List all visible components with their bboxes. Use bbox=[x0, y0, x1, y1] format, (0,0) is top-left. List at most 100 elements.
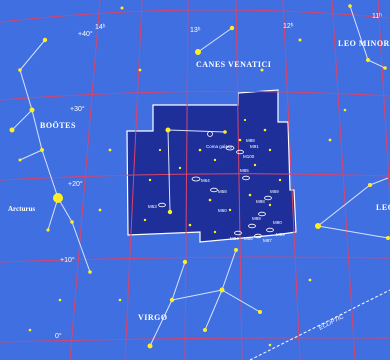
ra-line-12a bbox=[235, 0, 243, 360]
star bbox=[348, 4, 352, 8]
star bbox=[383, 66, 387, 70]
star bbox=[42, 37, 48, 43]
star bbox=[58, 298, 62, 302]
star bbox=[118, 298, 122, 302]
star bbox=[165, 127, 171, 133]
galaxy-marker bbox=[225, 145, 235, 151]
star bbox=[229, 25, 235, 31]
star bbox=[258, 310, 262, 314]
star bbox=[268, 148, 272, 152]
star bbox=[368, 183, 372, 187]
star-arcturus bbox=[53, 193, 63, 203]
dec-line-40 bbox=[0, 9, 390, 23]
galaxy-marker bbox=[236, 149, 244, 155]
star bbox=[213, 230, 217, 234]
galaxy-marker bbox=[210, 187, 218, 193]
ra-label-13: 13ʰ bbox=[190, 27, 201, 34]
object-label: M100 bbox=[243, 154, 255, 159]
dec-label-30: +30° bbox=[70, 105, 85, 113]
star bbox=[147, 343, 153, 349]
star bbox=[148, 178, 152, 182]
galaxy-marker bbox=[254, 233, 262, 239]
star bbox=[328, 138, 332, 142]
star bbox=[315, 223, 321, 229]
star bbox=[143, 218, 147, 222]
star bbox=[386, 236, 390, 240]
star bbox=[178, 166, 182, 170]
star bbox=[260, 68, 264, 72]
dec-label-20: +20° bbox=[68, 180, 83, 188]
galaxy-marker bbox=[234, 230, 242, 236]
ra-line-13 bbox=[184, 0, 189, 360]
galaxy-marker bbox=[158, 202, 166, 208]
star bbox=[18, 68, 22, 72]
star bbox=[308, 278, 312, 282]
object-label: M84 bbox=[230, 236, 239, 241]
star bbox=[18, 158, 22, 162]
star bbox=[70, 220, 74, 224]
star bbox=[138, 68, 142, 72]
object-label: M64 bbox=[201, 178, 210, 183]
object-label: M86 bbox=[244, 236, 253, 241]
star bbox=[28, 328, 32, 332]
star bbox=[268, 203, 272, 207]
object-label: Coma galaxy bbox=[206, 144, 233, 149]
object-label: M53 bbox=[148, 204, 157, 209]
galaxy-marker bbox=[242, 175, 250, 181]
object-label: M91 bbox=[250, 144, 259, 149]
object-label: M85 bbox=[240, 168, 249, 173]
galaxy-marker bbox=[266, 227, 274, 233]
star bbox=[343, 108, 347, 112]
star bbox=[243, 118, 247, 122]
star bbox=[253, 163, 257, 167]
star bbox=[278, 178, 282, 182]
constellation-bootes: BOÖTES bbox=[40, 121, 76, 130]
ra-label-14: 14ʰ bbox=[95, 24, 106, 31]
star bbox=[98, 208, 102, 212]
constellation-leo-minor: LEO MINOR bbox=[338, 39, 390, 48]
star bbox=[263, 128, 267, 132]
star bbox=[203, 328, 207, 332]
ra-line-13a bbox=[124, 0, 143, 360]
stars bbox=[9, 4, 390, 349]
dec-line-20 bbox=[0, 173, 390, 181]
dec-label-10: +10° bbox=[60, 256, 75, 264]
star bbox=[298, 38, 302, 42]
star bbox=[88, 270, 92, 274]
star bbox=[234, 248, 238, 252]
ra-line-11a bbox=[331, 0, 356, 360]
star bbox=[120, 6, 124, 10]
cluster-marker bbox=[207, 131, 213, 137]
galaxy-marker bbox=[248, 223, 256, 229]
ra-grid bbox=[69, 0, 390, 360]
object-label: M87 bbox=[263, 238, 272, 243]
star bbox=[268, 343, 272, 347]
cvn-figure bbox=[197, 27, 233, 53]
star bbox=[40, 148, 44, 152]
object-label: M60 bbox=[218, 208, 227, 213]
deep-sky-objects bbox=[158, 131, 274, 239]
object-label: M58 bbox=[218, 189, 227, 194]
object-label: M98 bbox=[256, 199, 265, 204]
object-label: M90 bbox=[273, 220, 282, 225]
star-label-arcturus: Arcturus bbox=[8, 205, 35, 213]
ecliptic-line bbox=[249, 289, 390, 360]
constellation-virgo: VIRGO bbox=[138, 313, 168, 322]
star bbox=[188, 223, 192, 227]
dec-label-0: 0° bbox=[55, 332, 62, 340]
star bbox=[208, 198, 212, 202]
star bbox=[29, 107, 35, 113]
star bbox=[167, 209, 173, 215]
star bbox=[9, 127, 15, 133]
star bbox=[213, 158, 217, 162]
galaxy-marker bbox=[191, 176, 201, 182]
object-label: M59 bbox=[270, 189, 279, 194]
constellation-canes-venatici: CANES VENATICI bbox=[196, 60, 271, 69]
star bbox=[366, 58, 370, 62]
ra-line-12 bbox=[282, 0, 301, 360]
star bbox=[46, 228, 50, 232]
star bbox=[182, 259, 188, 265]
ra-line-11 bbox=[377, 0, 390, 201]
star bbox=[219, 287, 225, 293]
